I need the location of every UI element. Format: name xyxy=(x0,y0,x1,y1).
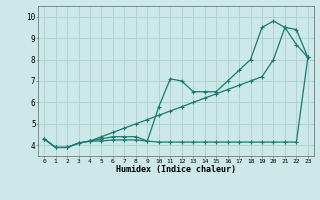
X-axis label: Humidex (Indice chaleur): Humidex (Indice chaleur) xyxy=(116,165,236,174)
